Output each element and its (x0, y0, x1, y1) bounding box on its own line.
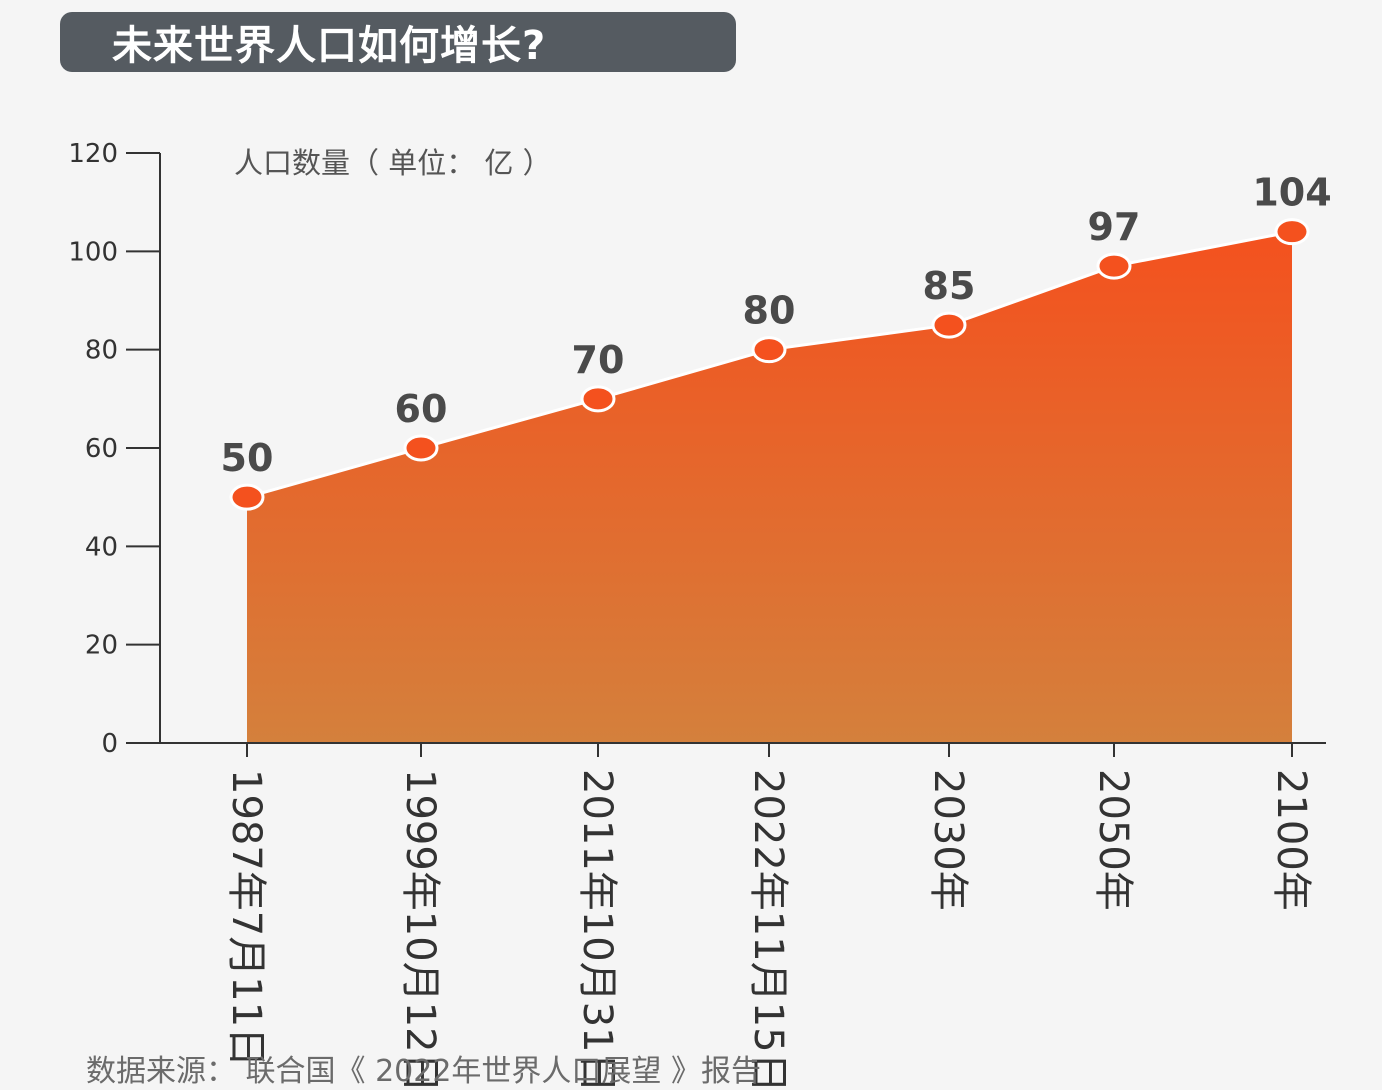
area-series (247, 231, 1292, 743)
x-tick-label: 2030年 (925, 769, 971, 911)
y-tick-label: 20 (85, 631, 118, 661)
y-tick-label: 40 (85, 532, 118, 562)
title-banner: 未来世界人口如何增长? (60, 12, 736, 72)
data-point-marker (580, 385, 616, 413)
y-tick-label: 0 (101, 729, 118, 759)
x-tick-label: 2011年10月31日 (574, 769, 620, 1086)
data-point-marker (931, 311, 967, 339)
data-label: 80 (743, 289, 796, 333)
data-label: 97 (1088, 205, 1141, 249)
data-label: 70 (572, 338, 625, 382)
x-tick-label: 2050年 (1090, 769, 1136, 911)
data-point-marker (1274, 218, 1310, 246)
x-tick-label: 2022年11月15日 (745, 769, 791, 1086)
data-point-marker (229, 483, 265, 511)
data-label: 60 (395, 387, 448, 431)
data-point-marker (751, 336, 787, 364)
y-tick-label: 80 (85, 336, 118, 366)
y-tick-label: 120 (68, 139, 118, 169)
chart-title: 未来世界人口如何增长? (112, 23, 547, 69)
x-tick-label: 1987年7月11日 (223, 769, 269, 1067)
x-tick-label: 1999年10月12日 (397, 769, 443, 1086)
x-tick-label: 2100年 (1268, 769, 1314, 911)
data-label: 50 (221, 436, 274, 480)
y-unit-label: 人口数量（ 单位： 亿 ） (234, 146, 552, 180)
data-label: 104 (1252, 171, 1331, 215)
y-tick-label: 60 (85, 434, 118, 464)
y-tick-label: 100 (68, 237, 118, 267)
data-point-marker (403, 434, 439, 462)
source-note: 数据来源： 联合国《 2022年世界人口展望 》报告 (86, 1054, 761, 1089)
data-label: 85 (923, 264, 976, 308)
data-point-marker (1096, 252, 1132, 280)
